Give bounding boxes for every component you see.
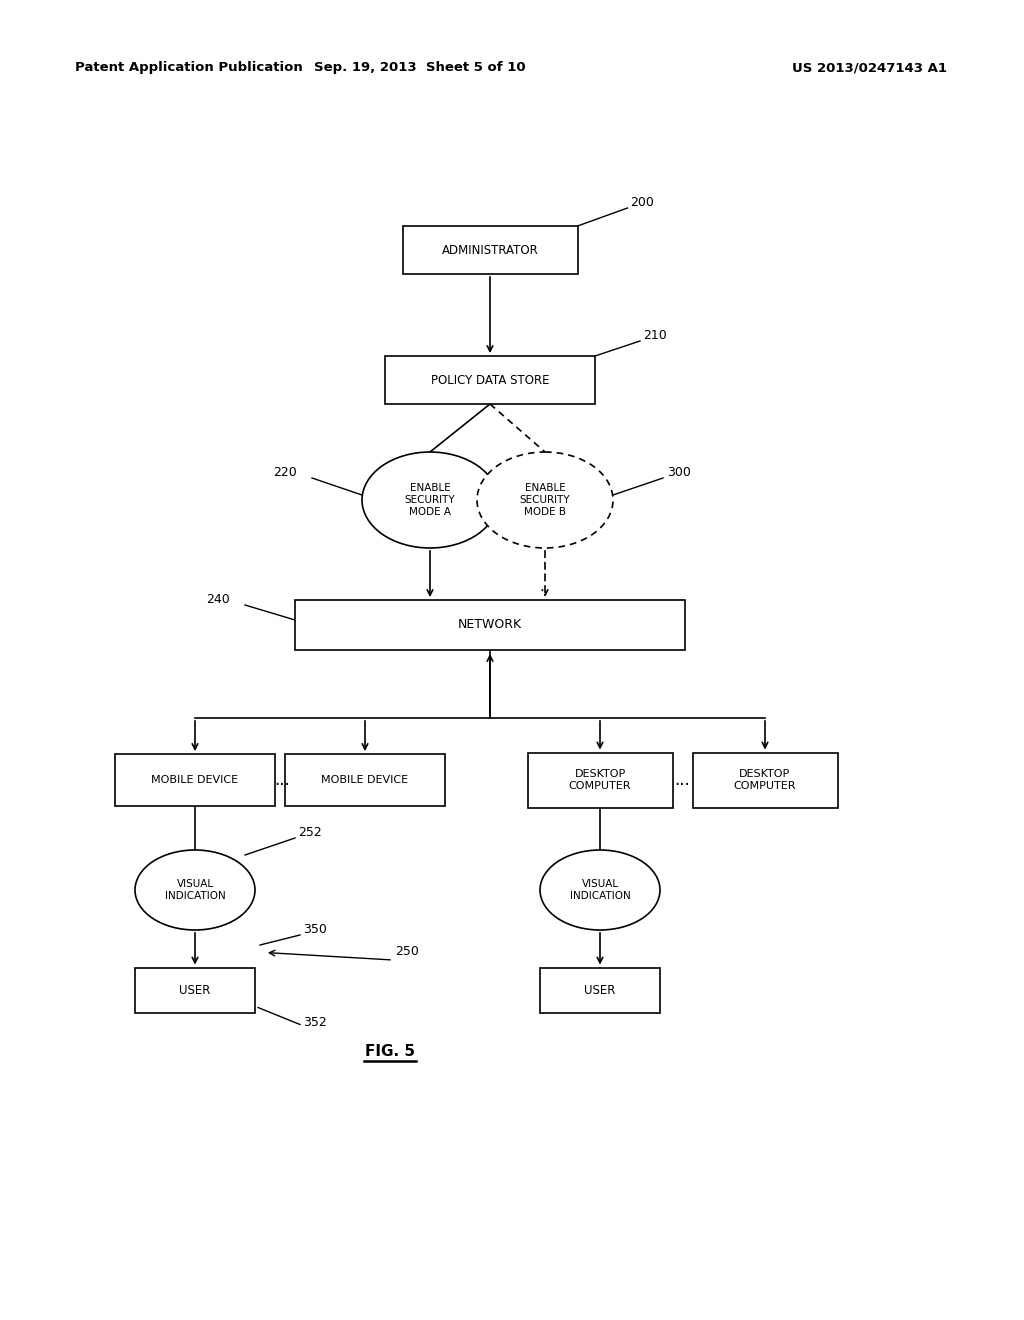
Text: MOBILE DEVICE: MOBILE DEVICE [322,775,409,785]
Text: ADMINISTRATOR: ADMINISTRATOR [441,243,539,256]
Text: POLICY DATA STORE: POLICY DATA STORE [431,374,549,387]
Text: ...: ... [274,771,290,789]
Text: 200: 200 [631,195,654,209]
Text: ENABLE
SECURITY
MODE B: ENABLE SECURITY MODE B [520,483,570,516]
Text: 300: 300 [667,466,691,479]
Text: 352: 352 [303,1016,327,1030]
Text: 252: 252 [298,826,322,840]
Text: ENABLE
SECURITY
MODE A: ENABLE SECURITY MODE A [404,483,456,516]
FancyBboxPatch shape [540,968,660,1012]
Text: DESKTOP
COMPUTER: DESKTOP COMPUTER [734,770,797,791]
Text: VISUAL
INDICATION: VISUAL INDICATION [569,879,631,900]
Text: MOBILE DEVICE: MOBILE DEVICE [152,775,239,785]
Ellipse shape [477,451,613,548]
Text: USER: USER [585,983,615,997]
Text: 210: 210 [643,329,667,342]
Text: 220: 220 [273,466,297,479]
FancyBboxPatch shape [402,226,578,275]
FancyBboxPatch shape [115,754,275,807]
Text: Patent Application Publication: Patent Application Publication [75,62,303,74]
Ellipse shape [540,850,660,931]
FancyBboxPatch shape [285,754,445,807]
Text: 240: 240 [206,593,230,606]
Text: ...: ... [674,771,690,789]
FancyBboxPatch shape [295,601,685,649]
FancyBboxPatch shape [527,752,673,808]
FancyBboxPatch shape [135,968,255,1012]
Ellipse shape [362,451,498,548]
Text: NETWORK: NETWORK [458,619,522,631]
Text: FIG. 5: FIG. 5 [365,1044,415,1060]
Text: USER: USER [179,983,211,997]
Text: VISUAL
INDICATION: VISUAL INDICATION [165,879,225,900]
Text: Sep. 19, 2013  Sheet 5 of 10: Sep. 19, 2013 Sheet 5 of 10 [314,62,525,74]
Text: 350: 350 [303,923,327,936]
FancyBboxPatch shape [385,356,595,404]
FancyBboxPatch shape [692,752,838,808]
Text: DESKTOP
COMPUTER: DESKTOP COMPUTER [568,770,631,791]
Text: US 2013/0247143 A1: US 2013/0247143 A1 [793,62,947,74]
Text: 250: 250 [395,945,419,958]
Ellipse shape [135,850,255,931]
